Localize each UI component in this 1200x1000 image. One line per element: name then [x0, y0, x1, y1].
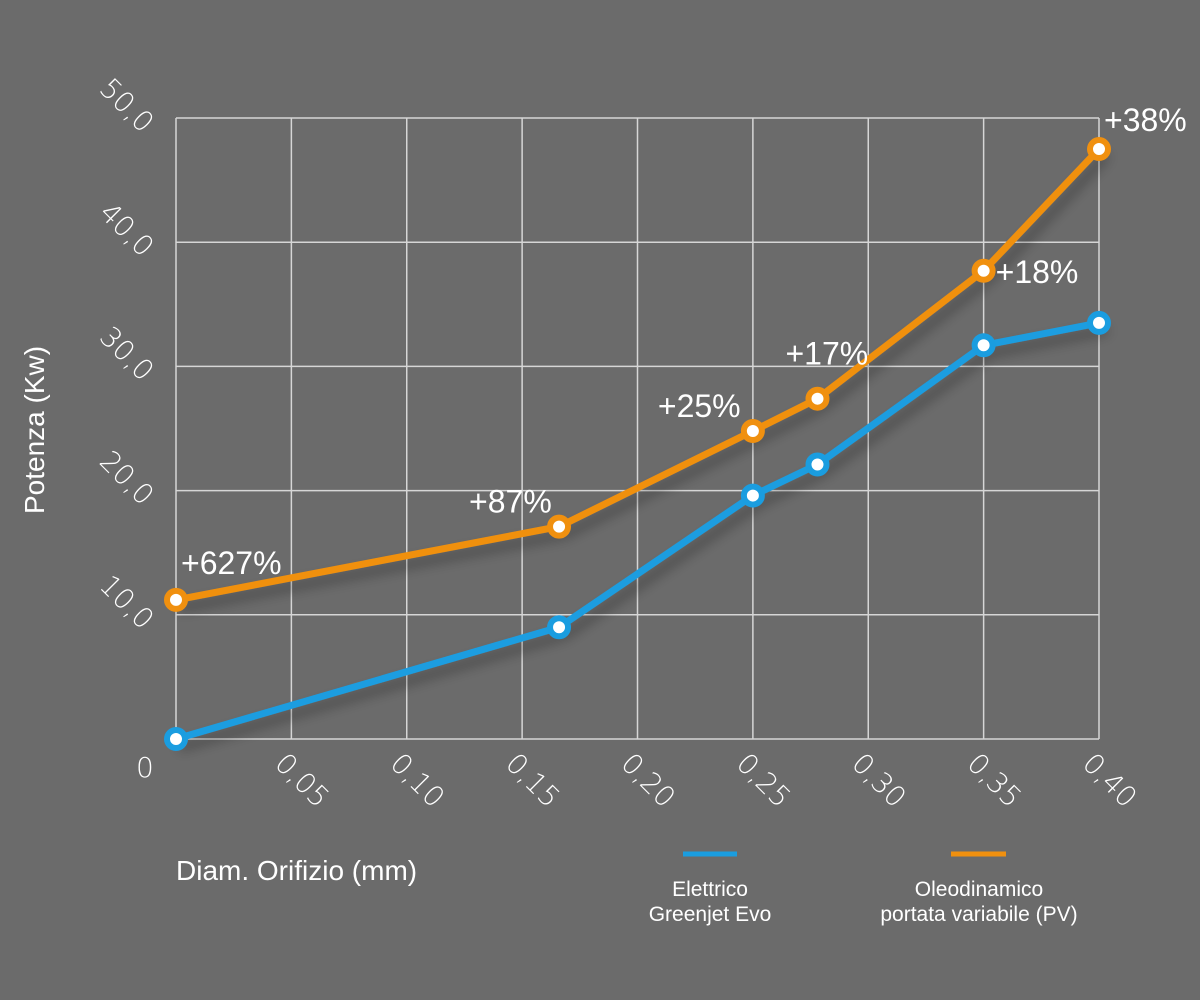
- data-point-elettrico: [740, 483, 765, 508]
- data-point-elettrico: [971, 333, 996, 358]
- y-tick-label: 40,0: [93, 196, 160, 263]
- legend-label-oleodinamico-line2: portata variabile (PV): [880, 903, 1077, 926]
- percentage-label: +17%: [785, 336, 868, 372]
- y-tick-label: 10,0: [93, 568, 160, 635]
- x-tick-label: 0,40: [1076, 747, 1143, 814]
- series-line-oleodinamico: [172, 145, 1103, 604]
- chart-legend: Elettrico Greenjet Evo Oleodinamico port…: [649, 851, 1078, 926]
- legend-label-elettrico-line1: Elettrico: [672, 878, 748, 901]
- data-point-oleodinamico: [1087, 137, 1111, 162]
- legend-label-elettrico-line2: Greenjet Evo: [649, 903, 772, 926]
- y-axis-title: Potenza (Kw): [19, 346, 50, 514]
- legend-label-oleodinamico-line1: Oleodinamico: [915, 878, 1043, 901]
- percentage-label: +627%: [181, 545, 282, 581]
- x-tick-label: 0,35: [961, 747, 1028, 814]
- data-point-oleodinamico: [971, 258, 996, 283]
- x-tick-label: 0,15: [499, 747, 566, 814]
- chart-grid: [175, 117, 1100, 740]
- data-point-oleodinamico: [164, 587, 188, 612]
- y-tick-label: 30,0: [93, 320, 160, 387]
- y-tick-label: 20,0: [93, 444, 160, 511]
- y-axis-ticks: 10,0 20,0 30,0 40,0 50,0: [93, 72, 160, 636]
- data-point-oleodinamico: [547, 514, 572, 539]
- x-axis-title: Diam. Orifizio (mm): [176, 855, 417, 886]
- percentage-label: +25%: [658, 388, 741, 424]
- x-tick-label: 0,05: [268, 747, 335, 814]
- data-point-elettrico: [547, 615, 572, 640]
- y-tick-label: 50,0: [93, 72, 160, 139]
- x-tick-label: 0,10: [384, 747, 451, 814]
- x-axis-ticks: 0,05 0,10 0,15 0,20 0,25 0,30 0,35 0,40: [268, 747, 1143, 814]
- percentage-annotations: +627% +87% +25% +17% +18% +38%: [181, 102, 1187, 581]
- origin-tick-label: 0: [136, 751, 154, 784]
- data-point-elettrico: [1087, 310, 1111, 335]
- chart-series: [164, 137, 1111, 751]
- data-point-elettrico: [164, 727, 188, 751]
- x-tick-label: 0,30: [845, 747, 912, 814]
- x-tick-label: 0,20: [615, 747, 682, 814]
- series-line-elettrico: [172, 319, 1103, 743]
- x-tick-label: 0,25: [730, 747, 797, 814]
- data-point-elettrico: [805, 452, 830, 477]
- percentage-label: +38%: [1104, 102, 1187, 138]
- percentage-label: +18%: [996, 254, 1079, 290]
- data-point-oleodinamico: [740, 418, 765, 443]
- data-point-oleodinamico: [805, 386, 830, 411]
- percentage-label: +87%: [469, 484, 552, 520]
